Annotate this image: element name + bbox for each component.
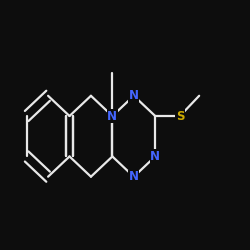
Text: N: N — [107, 110, 117, 122]
Text: N: N — [129, 170, 139, 183]
Text: N: N — [129, 89, 139, 102]
Text: N: N — [150, 150, 160, 163]
Text: S: S — [176, 110, 184, 122]
